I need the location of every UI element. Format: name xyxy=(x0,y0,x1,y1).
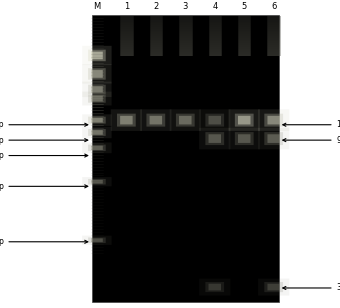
FancyBboxPatch shape xyxy=(88,144,106,151)
Text: 1: 1 xyxy=(124,2,129,11)
FancyBboxPatch shape xyxy=(82,64,112,83)
FancyBboxPatch shape xyxy=(120,116,133,124)
FancyBboxPatch shape xyxy=(268,284,280,290)
FancyBboxPatch shape xyxy=(91,86,103,92)
FancyBboxPatch shape xyxy=(208,134,221,143)
Text: 91 bp: 91 bp xyxy=(283,136,340,145)
FancyBboxPatch shape xyxy=(264,114,283,127)
Text: 3: 3 xyxy=(183,2,188,11)
Text: 5: 5 xyxy=(242,2,247,11)
FancyBboxPatch shape xyxy=(228,109,260,131)
Text: 32 bp: 32 bp xyxy=(283,283,340,293)
FancyBboxPatch shape xyxy=(235,132,254,145)
FancyBboxPatch shape xyxy=(235,114,254,127)
FancyBboxPatch shape xyxy=(140,109,171,131)
FancyBboxPatch shape xyxy=(88,179,106,184)
FancyBboxPatch shape xyxy=(91,118,103,122)
Text: 4: 4 xyxy=(212,2,217,11)
FancyBboxPatch shape xyxy=(228,128,260,149)
FancyBboxPatch shape xyxy=(205,114,224,127)
FancyBboxPatch shape xyxy=(88,117,106,124)
FancyBboxPatch shape xyxy=(88,94,106,103)
FancyBboxPatch shape xyxy=(88,68,106,80)
FancyBboxPatch shape xyxy=(91,51,103,59)
FancyBboxPatch shape xyxy=(264,132,283,145)
FancyBboxPatch shape xyxy=(170,109,201,131)
FancyBboxPatch shape xyxy=(238,134,251,143)
FancyBboxPatch shape xyxy=(91,130,103,135)
FancyBboxPatch shape xyxy=(88,50,106,61)
Text: 120 bp: 120 bp xyxy=(0,120,88,129)
FancyBboxPatch shape xyxy=(88,237,106,243)
Text: M: M xyxy=(93,2,101,11)
FancyBboxPatch shape xyxy=(268,134,280,143)
Bar xyxy=(92,15,279,302)
FancyBboxPatch shape xyxy=(264,282,283,292)
FancyBboxPatch shape xyxy=(82,114,112,126)
Text: 100 bp: 100 bp xyxy=(0,136,88,145)
FancyBboxPatch shape xyxy=(117,114,136,127)
FancyBboxPatch shape xyxy=(82,177,112,186)
Text: 80 bp: 80 bp xyxy=(0,151,88,160)
FancyBboxPatch shape xyxy=(82,142,112,153)
FancyBboxPatch shape xyxy=(258,109,289,131)
FancyBboxPatch shape xyxy=(91,238,103,242)
FancyBboxPatch shape xyxy=(91,96,103,101)
FancyBboxPatch shape xyxy=(91,70,103,78)
FancyBboxPatch shape xyxy=(88,85,106,94)
FancyBboxPatch shape xyxy=(268,116,280,124)
FancyBboxPatch shape xyxy=(82,46,112,65)
Text: 40 bp: 40 bp xyxy=(0,237,88,246)
FancyBboxPatch shape xyxy=(199,278,231,296)
FancyBboxPatch shape xyxy=(111,109,142,131)
FancyBboxPatch shape xyxy=(208,284,221,290)
FancyBboxPatch shape xyxy=(82,82,112,97)
Text: 6: 6 xyxy=(271,2,276,11)
FancyBboxPatch shape xyxy=(208,116,221,124)
FancyBboxPatch shape xyxy=(82,127,112,138)
FancyBboxPatch shape xyxy=(258,278,289,296)
FancyBboxPatch shape xyxy=(199,128,231,149)
FancyBboxPatch shape xyxy=(199,109,231,131)
FancyBboxPatch shape xyxy=(88,129,106,136)
Text: 123 bp: 123 bp xyxy=(283,120,340,129)
FancyBboxPatch shape xyxy=(91,180,103,184)
FancyBboxPatch shape xyxy=(91,146,103,150)
FancyBboxPatch shape xyxy=(205,132,224,145)
FancyBboxPatch shape xyxy=(179,116,191,124)
FancyBboxPatch shape xyxy=(82,236,112,245)
FancyBboxPatch shape xyxy=(147,114,165,127)
FancyBboxPatch shape xyxy=(176,114,195,127)
FancyBboxPatch shape xyxy=(238,116,251,124)
FancyBboxPatch shape xyxy=(205,282,224,292)
Text: 60 bp: 60 bp xyxy=(0,182,88,191)
FancyBboxPatch shape xyxy=(258,128,289,149)
Text: 2: 2 xyxy=(153,2,158,11)
FancyBboxPatch shape xyxy=(150,116,162,124)
FancyBboxPatch shape xyxy=(82,91,112,105)
